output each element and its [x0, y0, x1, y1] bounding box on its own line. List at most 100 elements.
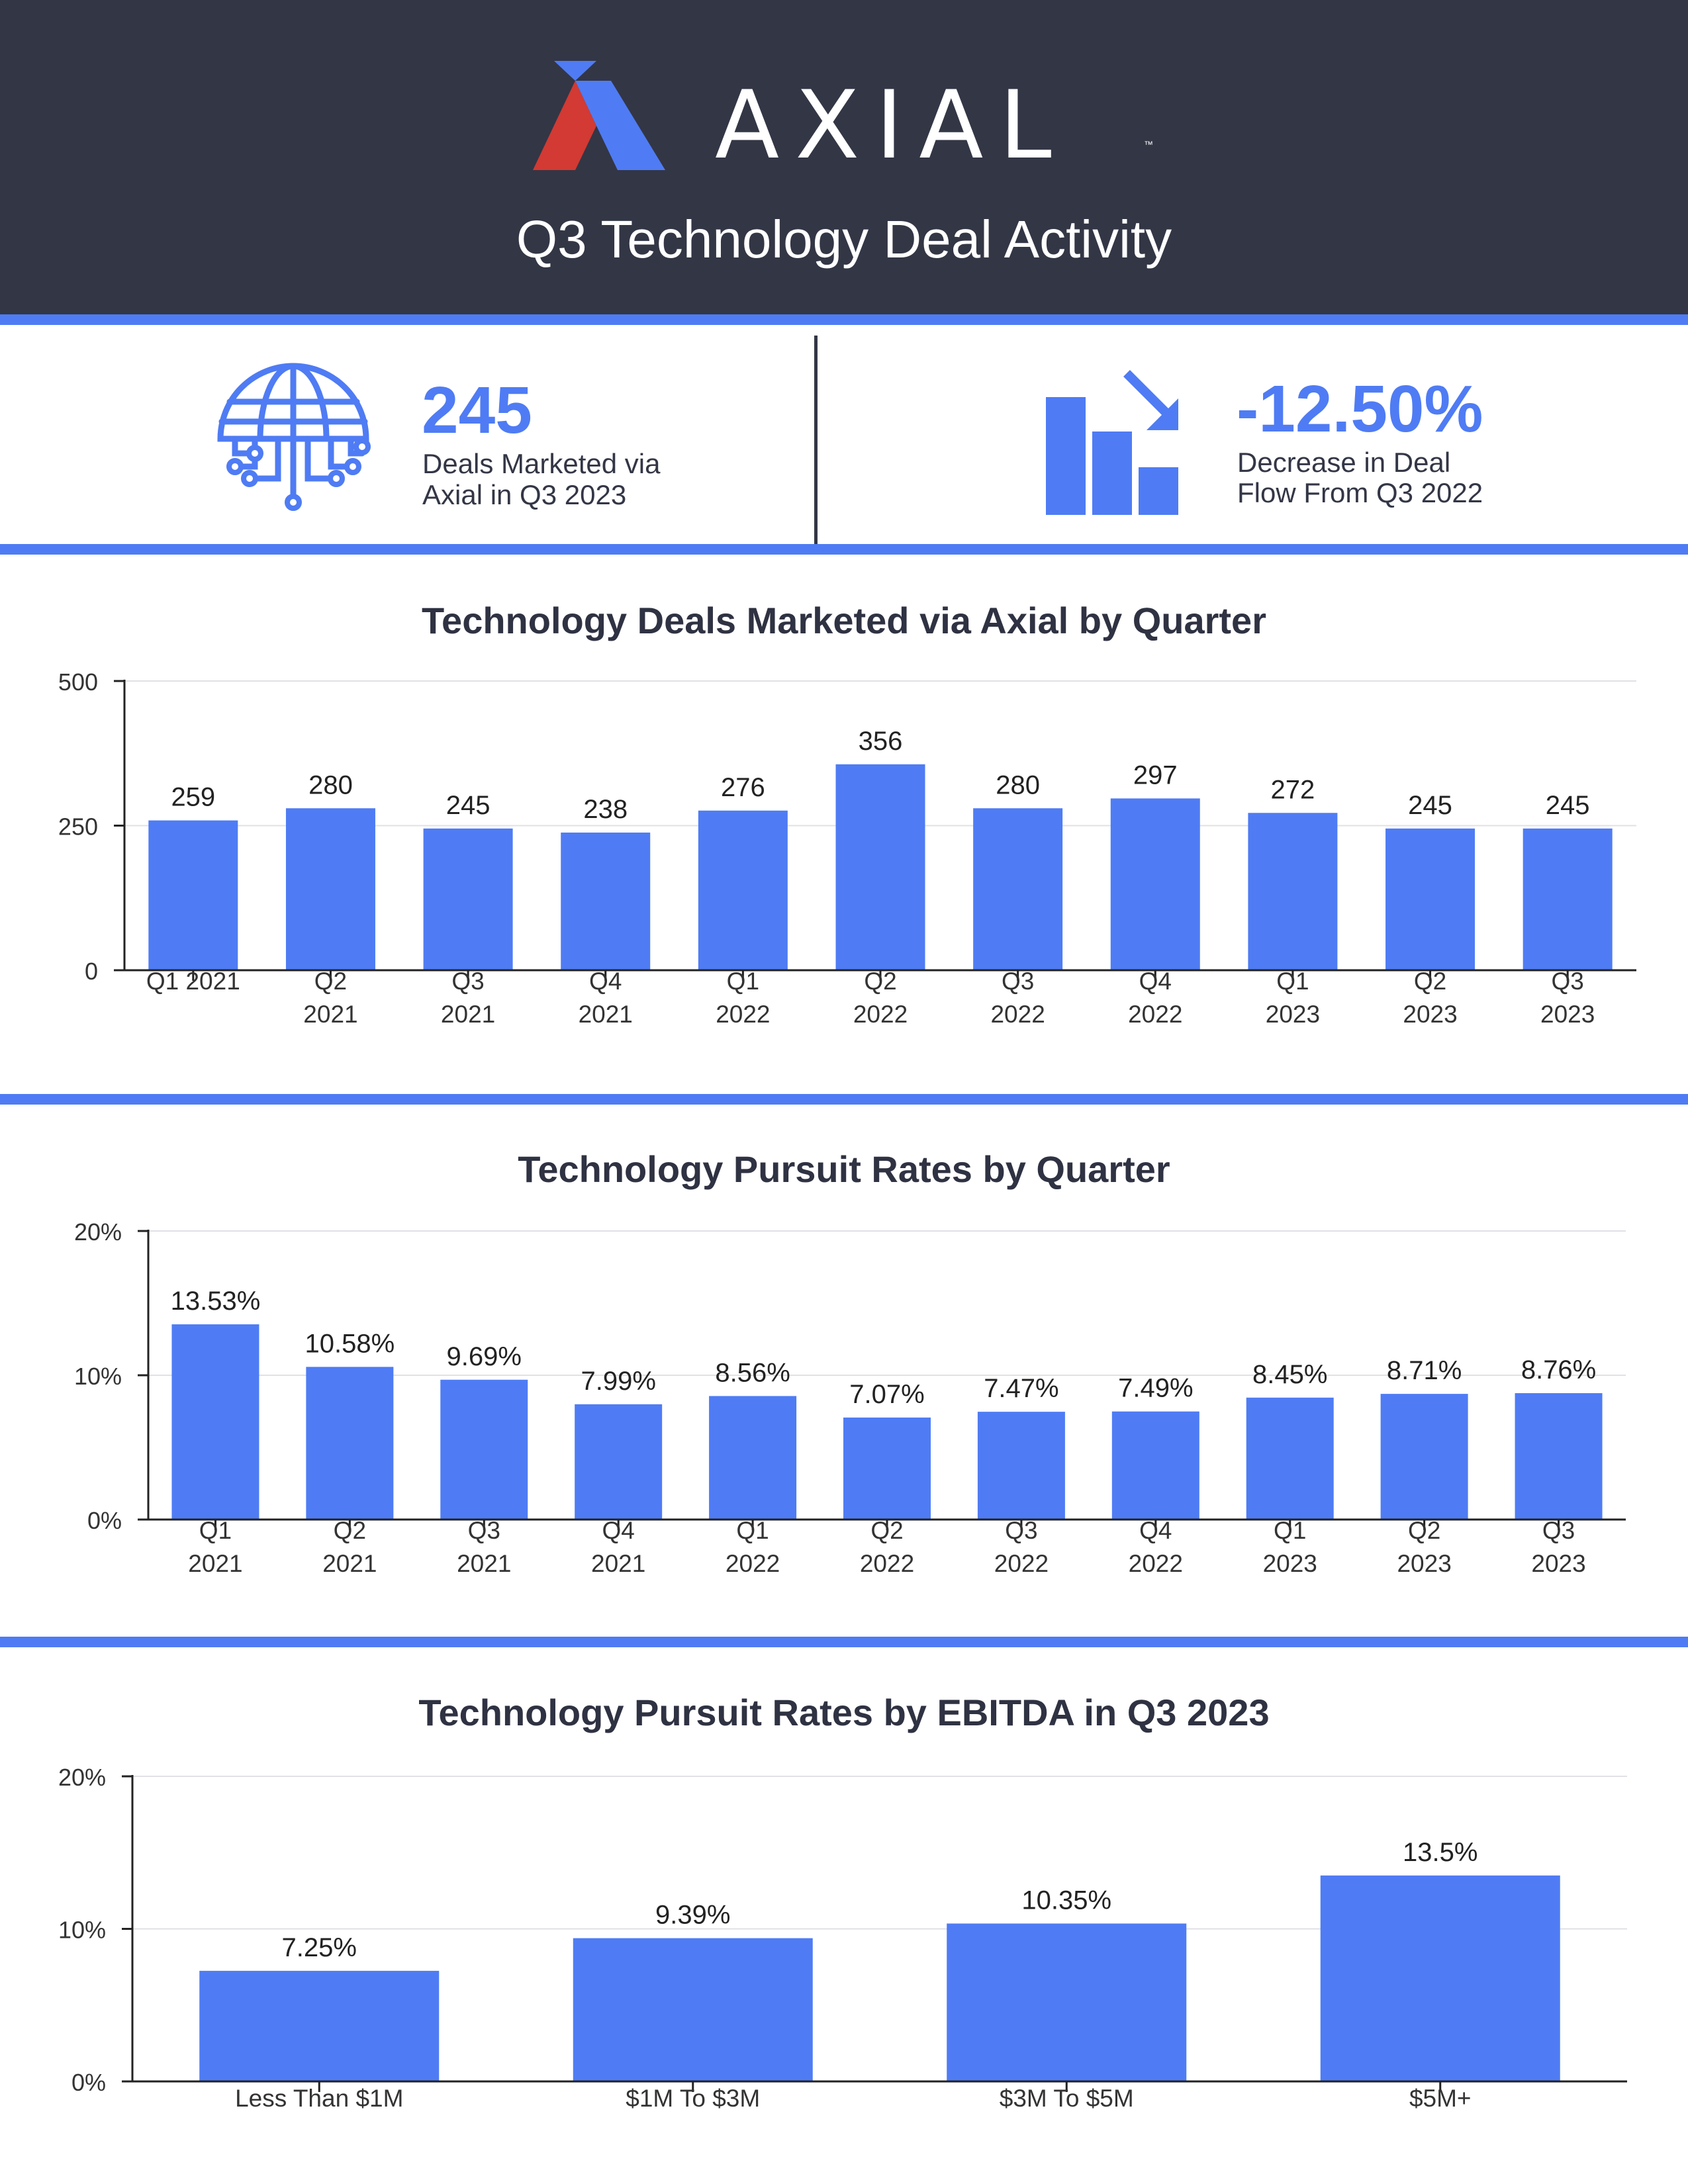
bar-value-label: 7.07% — [849, 1380, 924, 1409]
x-tick-label: Q3 — [1542, 1517, 1575, 1544]
x-tick-label: 2021 — [188, 1550, 242, 1577]
bar-value-label: 280 — [996, 770, 1040, 799]
bar — [709, 1396, 797, 1520]
bar — [285, 808, 375, 970]
y-tick-label: 0% — [87, 1507, 122, 1534]
bar-value-label: 13.5% — [1403, 1838, 1477, 1867]
accent-rule-3 — [0, 1637, 1688, 1647]
chart-2-title: Technology Pursuit Rates by Quarter — [518, 1148, 1170, 1190]
bar — [440, 1379, 528, 1520]
x-tick-label: Q2 — [1414, 968, 1446, 995]
bar — [1246, 1397, 1334, 1520]
x-tick-label: Q3 — [1552, 968, 1584, 995]
x-tick-label: Q2 — [314, 968, 347, 995]
chart-3-title: Technology Pursuit Rates by EBITDA in Q3… — [418, 1692, 1270, 1733]
bar — [698, 810, 788, 970]
x-tick-label: 2021 — [303, 1001, 357, 1028]
bar — [561, 832, 651, 970]
trademark-symbol: ™ — [1144, 139, 1153, 150]
bar-value-label: 272 — [1271, 775, 1315, 804]
y-tick-label: 0 — [85, 958, 98, 985]
bar-value-label: 7.47% — [984, 1374, 1058, 1403]
bar-value-label: 8.76% — [1521, 1355, 1596, 1385]
bar-value-label: 10.35% — [1021, 1886, 1111, 1915]
pursuit-rates-by-quarter-chart: 0% 10% 20% 13.53% Q1 2021 10.58% Q2 2021 9.69% Q3 2… — [74, 1218, 1626, 1577]
x-tick-label: Q3 — [451, 968, 484, 995]
x-tick-label: 2021 — [322, 1550, 377, 1577]
x-tick-label: 2022 — [726, 1550, 780, 1577]
x-tick-label: 2022 — [860, 1550, 914, 1577]
bar-value-label: 8.56% — [715, 1358, 790, 1387]
bar — [148, 820, 238, 970]
bar — [973, 808, 1063, 970]
x-tick-label: 2022 — [716, 1001, 770, 1028]
bar — [171, 1324, 259, 1520]
bar-value-label: 356 — [859, 727, 903, 756]
x-tick-label: Q1 — [727, 968, 759, 995]
globe-circuit-icon — [217, 363, 371, 511]
bar — [1515, 1393, 1603, 1520]
bar-value-label: 10.58% — [305, 1329, 395, 1358]
deals-marketed-value: 245 — [422, 373, 532, 447]
bar — [1111, 1411, 1199, 1520]
bar-value-label: 245 — [1408, 791, 1452, 820]
bar-value-label: 9.69% — [447, 1342, 522, 1371]
x-tick-label: 2021 — [441, 1001, 495, 1028]
deals-marketed-label-line2: Axial in Q3 2023 — [422, 479, 627, 510]
bar-value-label: 8.71% — [1387, 1356, 1462, 1385]
x-tick-label: Q4 — [1139, 1517, 1172, 1544]
x-tick-label: 2023 — [1540, 1001, 1595, 1028]
x-tick-label: Q2 — [864, 968, 896, 995]
deal-flow-change-label-line2: Flow From Q3 2022 — [1237, 477, 1483, 508]
y-tick-label: 20% — [74, 1218, 122, 1246]
stats-divider — [814, 336, 818, 544]
bar — [423, 828, 513, 970]
bar — [835, 764, 925, 970]
bar-value-label: 8.45% — [1252, 1360, 1327, 1389]
bar — [199, 1970, 440, 2081]
x-tick-label: Q3 — [1002, 968, 1034, 995]
x-tick-label: Q4 — [1139, 968, 1172, 995]
y-tick-label: 0% — [71, 2069, 106, 2096]
bar-value-label: 9.39% — [655, 1901, 730, 1930]
x-tick-label: 2021 — [579, 1001, 633, 1028]
x-tick-label: Q1 — [199, 1517, 232, 1544]
bar — [575, 1404, 663, 1520]
bar — [1320, 1875, 1560, 2081]
bar — [1110, 798, 1200, 970]
x-tick-label: 2023 — [1397, 1550, 1451, 1577]
bar-value-label: 7.25% — [282, 1933, 357, 1962]
bar-value-label: 238 — [583, 795, 628, 824]
x-tick-label: 2023 — [1263, 1550, 1317, 1577]
bar — [573, 1938, 813, 2081]
bar-value-label: 297 — [1133, 760, 1178, 790]
bar — [947, 1923, 1187, 2081]
x-tick-label: 2022 — [1129, 1550, 1183, 1577]
bar-value-label: 245 — [446, 791, 491, 820]
x-tick-label: Q4 — [602, 1517, 635, 1544]
pursuit-rates-by-ebitda-chart: 0% 10% 20% 7.25% Less Than $1M 9.39% $1M To $3… — [58, 1764, 1627, 2112]
bar — [843, 1417, 931, 1520]
y-tick-label: 10% — [74, 1363, 122, 1390]
accent-rule-top — [0, 314, 1688, 325]
bar-value-label: 245 — [1546, 791, 1590, 820]
bar-value-label: 7.99% — [581, 1367, 655, 1396]
x-tick-label: Q2 — [334, 1517, 366, 1544]
x-tick-label: 2022 — [1128, 1001, 1182, 1028]
y-tick-label: 20% — [58, 1764, 106, 1791]
bar-value-label: 276 — [721, 773, 765, 802]
x-tick-label: 2023 — [1531, 1550, 1585, 1577]
header-banner: AXIAL ™ Q3 Technology Deal Activity — [0, 0, 1688, 314]
x-tick-label: $5M+ — [1409, 2085, 1472, 2112]
bar-value-label: 280 — [308, 770, 353, 799]
x-tick-label: Q1 2021 — [146, 968, 240, 995]
bar — [1385, 828, 1476, 970]
bar — [1523, 828, 1613, 970]
y-tick-label: 500 — [58, 668, 98, 696]
x-tick-label: Q3 — [468, 1517, 500, 1544]
x-tick-label: Q3 — [1005, 1517, 1037, 1544]
x-tick-label: $1M To $3M — [626, 2085, 760, 2112]
report-title: Q3 Technology Deal Activity — [516, 210, 1172, 269]
bar-value-label: 259 — [171, 783, 215, 812]
bar — [1248, 813, 1338, 970]
